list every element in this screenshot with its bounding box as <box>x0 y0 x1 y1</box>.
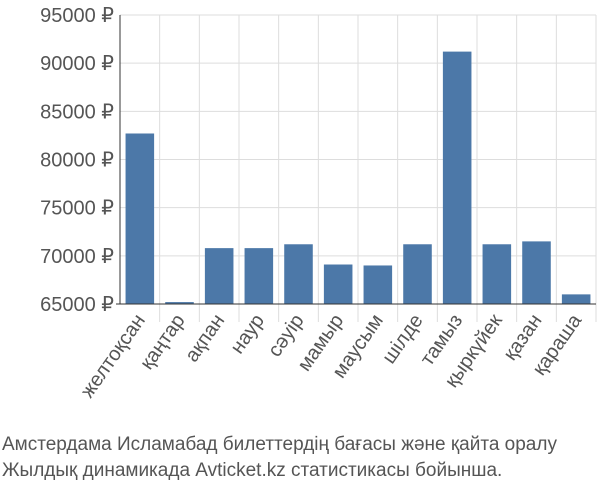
bar-7 <box>403 244 432 304</box>
grid-layer <box>120 14 597 322</box>
caption-line-1: Амстердама Исламабад билеттердің бағасы … <box>2 434 557 455</box>
y-tick-label: 85000 ₽ <box>40 101 114 123</box>
bar-11 <box>561 294 591 304</box>
axis-layer <box>116 15 596 305</box>
bar-8 <box>442 51 472 305</box>
bar-3 <box>244 248 274 304</box>
x-tick-label: ақпан <box>181 310 229 366</box>
y-tick-label: 90000 ₽ <box>40 53 114 75</box>
y-tick-label: 75000 ₽ <box>40 198 114 220</box>
caption-line-2: Жылдық динамикада Avticket.kz статистика… <box>2 460 503 481</box>
bar-layer <box>125 51 591 305</box>
x-tick-labels: желтоқсанқаңтарақпаннаурсәуірмамырмаусым… <box>77 310 587 402</box>
bar-4 <box>284 244 313 304</box>
bar-10 <box>522 241 551 304</box>
bar-5 <box>323 264 353 304</box>
x-tick-label: наур <box>226 310 269 358</box>
y-tick-label: 70000 ₽ <box>40 246 114 268</box>
y-tick-label: 65000 ₽ <box>40 294 114 316</box>
y-tick-labels: 65000 ₽ 70000 ₽ 75000 ₽ 80000 ₽ 85000 ₽ 90000… <box>40 5 114 316</box>
bar-2 <box>204 248 234 304</box>
bar-9 <box>482 244 512 304</box>
bar-1 <box>165 302 194 304</box>
bar-chart: 65000 ₽ 70000 ₽ 75000 ₽ 80000 ₽ 85000 ₽ 90000… <box>40 5 597 402</box>
y-tick-label: 95000 ₽ <box>40 5 114 27</box>
bar-6 <box>363 265 393 304</box>
bar-0 <box>125 133 155 304</box>
y-tick-label: 80000 ₽ <box>40 150 114 172</box>
